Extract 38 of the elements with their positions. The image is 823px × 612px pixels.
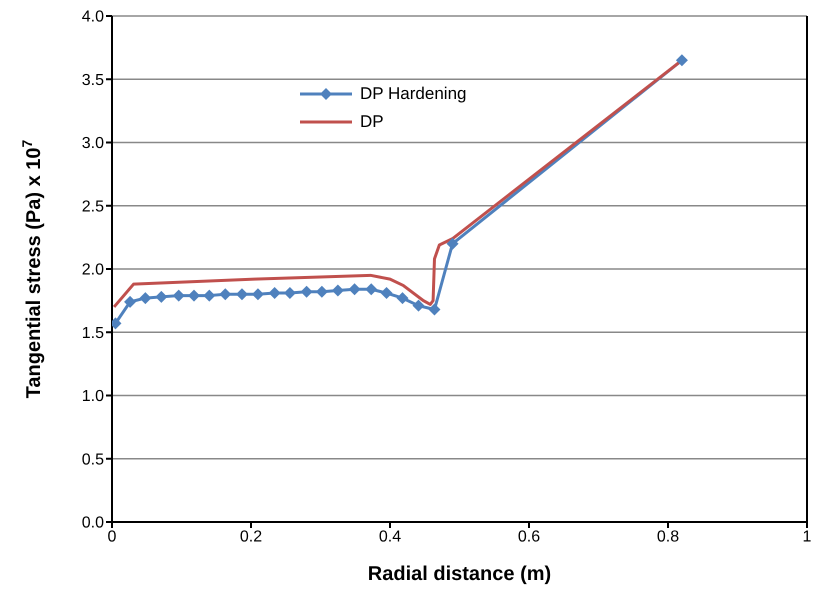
- point: [172, 290, 185, 302]
- x-tick-label: 1: [802, 528, 812, 546]
- y-tick-label: 2.0: [82, 262, 104, 279]
- point: [446, 238, 459, 250]
- point: [139, 292, 152, 304]
- point: [396, 292, 409, 304]
- y-tick-label: 1.0: [82, 388, 104, 406]
- y-tick-label: 2.5: [82, 198, 104, 216]
- y-tick-label: 0.5: [82, 451, 104, 468]
- point: [428, 303, 440, 316]
- point: [332, 284, 344, 297]
- point: [316, 286, 328, 298]
- point: [236, 288, 248, 300]
- y-tick-label: 3.0: [82, 135, 104, 152]
- point: [365, 283, 378, 296]
- x-tick-label: 0.4: [378, 528, 402, 546]
- point: [380, 287, 393, 300]
- y-tick-label: 1.5: [82, 324, 104, 342]
- legend-label: DP Hardening: [358, 84, 468, 104]
- point: [676, 54, 688, 66]
- point: [203, 290, 216, 302]
- y-tick-label: 4.0: [82, 8, 104, 26]
- point: [219, 288, 232, 300]
- x-axis-title: Radial distance (m): [368, 563, 552, 585]
- point: [412, 300, 424, 312]
- point: [300, 286, 313, 298]
- point: [188, 290, 200, 302]
- point: [124, 296, 136, 308]
- y-tick-label: 0.0: [82, 514, 104, 532]
- legend-label: DP: [358, 112, 386, 132]
- y-tick-label: 3.5: [82, 72, 104, 89]
- x-tick-label: 0.2: [240, 528, 262, 546]
- x-tick-label: 0.6: [518, 528, 540, 546]
- x-tick-label: 0.8: [656, 528, 680, 546]
- x-tick-label: 0: [108, 528, 117, 546]
- point: [155, 290, 168, 303]
- point: [348, 283, 361, 296]
- point: [252, 288, 264, 300]
